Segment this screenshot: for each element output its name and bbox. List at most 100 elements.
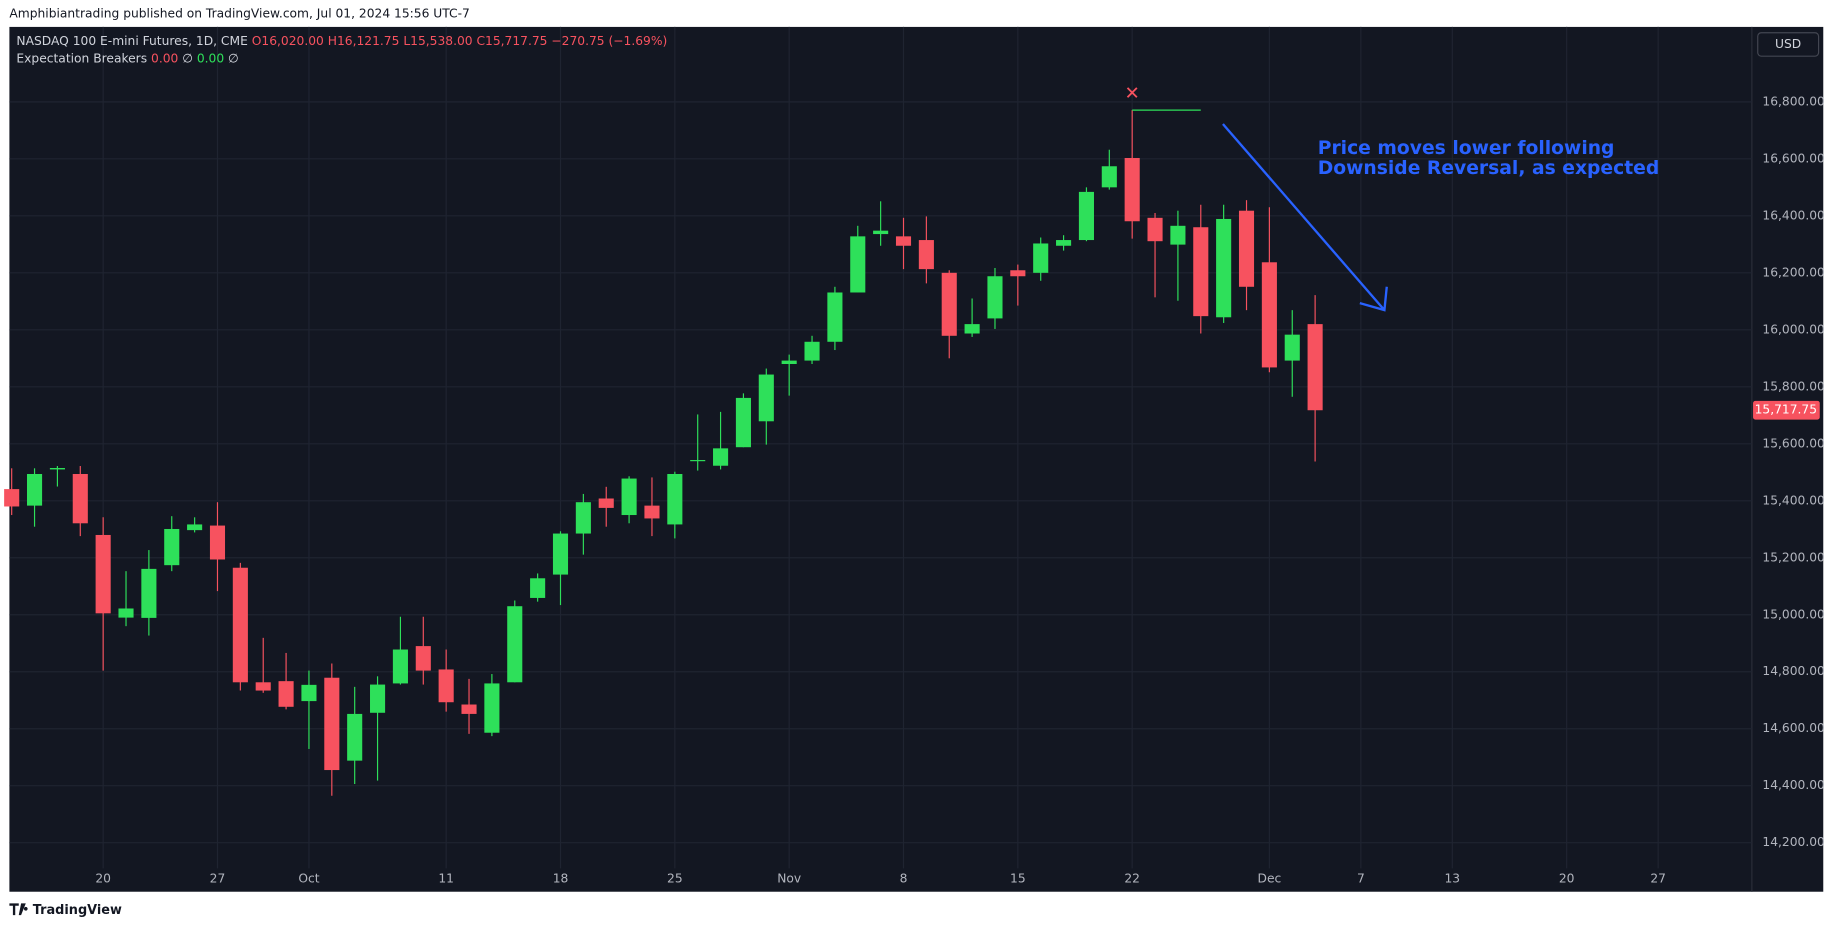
candle-body <box>392 649 408 684</box>
candle-body <box>232 567 248 683</box>
candle-body <box>27 473 43 506</box>
candle-body <box>118 608 134 618</box>
candle-body <box>735 397 751 448</box>
reversal-marker <box>1126 87 1138 98</box>
candle-body <box>804 341 820 361</box>
y-tick-label: 14,800.00 <box>1762 664 1824 678</box>
candle-body <box>758 374 774 422</box>
candle-body <box>187 524 203 531</box>
candle-body <box>1010 270 1026 277</box>
legend-symbol: NASDAQ 100 E-mini Futures, 1D, CME <box>16 33 247 47</box>
y-tick-label: 15,800.00 <box>1762 379 1824 393</box>
last-price-label: 15,717.75 <box>1755 403 1817 417</box>
y-tick-label: 14,200.00 <box>1762 835 1824 849</box>
candle-body <box>530 578 546 598</box>
x-tick-label: 13 <box>1445 871 1461 885</box>
candle-body <box>873 230 889 235</box>
candle-body <box>1238 210 1255 287</box>
annotation: Downside Reversal, as expected <box>1318 158 1660 179</box>
x-tick-label: Nov <box>777 871 801 885</box>
candle-body <box>301 684 317 702</box>
x-tick-label: 7 <box>1357 871 1365 885</box>
y-tick-label: 16,200.00 <box>1762 265 1824 279</box>
y-tick-label: 15,600.00 <box>1762 436 1824 450</box>
indicator-name: Expectation Breakers <box>16 51 147 65</box>
x-tick-label: 20 <box>95 871 111 885</box>
candle-body <box>781 360 797 365</box>
x-tick-label: 8 <box>900 871 908 885</box>
candle-body <box>1193 227 1209 317</box>
candle-body <box>461 704 477 714</box>
legend-open: O16,020.00 <box>252 33 324 47</box>
x-tick-label: Oct <box>298 871 319 885</box>
x-tick-label: 27 <box>1650 871 1666 885</box>
x-tick-label: 22 <box>1124 871 1140 885</box>
candle-body <box>72 473 88 524</box>
candle-body <box>4 489 20 507</box>
brand-logo <box>9 903 28 916</box>
candle-body <box>1078 191 1094 241</box>
candle-body <box>1216 218 1232 318</box>
candle-body <box>164 528 180 566</box>
candle-body <box>141 568 157 618</box>
currency[interactable]: USD <box>1775 37 1801 51</box>
annotation: Price moves lower following <box>1318 138 1615 159</box>
legend-change: −270.75 (−1.69%) <box>551 33 667 47</box>
candle-body <box>1101 166 1117 188</box>
x-tick-label: 15 <box>1010 871 1026 885</box>
candle-body <box>415 646 431 671</box>
y-tick-label: 16,400.00 <box>1762 208 1824 222</box>
candle-body <box>1261 262 1277 368</box>
candle-body <box>484 683 500 733</box>
plot: 14,200.00 14,400.00 14,600.00 14,800.00 15,0… <box>4 26 1825 885</box>
candle-body <box>827 292 843 342</box>
chart-background <box>9 26 1824 892</box>
currency-button[interactable] <box>1757 32 1820 57</box>
indicator-value: 0.00 <box>151 51 178 65</box>
candle-body <box>918 240 934 270</box>
candle-body <box>1307 324 1323 411</box>
indicator-legend: Expectation Breakers 0.00 ∅ 0.00 ∅ <box>16 51 238 65</box>
candle-body <box>1284 334 1300 361</box>
candle-body <box>278 681 294 707</box>
candle-body <box>598 498 614 508</box>
x-tick-label: 25 <box>667 871 683 885</box>
x-tick-label: 18 <box>553 871 569 885</box>
x-tick-label: Dec <box>1258 871 1282 885</box>
candle-body <box>964 324 980 334</box>
indicator-value: 0.00 <box>197 51 224 65</box>
y-tick-label: 15,200.00 <box>1762 550 1824 564</box>
candle-body <box>347 713 363 761</box>
candle-body <box>95 534 111 614</box>
legend-high: H16,121.75 <box>328 33 400 47</box>
y-tick-label: 15,400.00 <box>1762 493 1824 507</box>
candle-body <box>1147 217 1163 242</box>
brand: TradingView <box>33 903 122 918</box>
candle-body <box>1056 240 1072 246</box>
legend: NASDAQ 100 E-mini Futures, 1D, CME O16,0… <box>16 33 667 47</box>
candle-body <box>324 677 340 771</box>
candle-body <box>209 525 226 560</box>
candle-body <box>438 669 454 703</box>
candle-body <box>713 448 729 466</box>
y-tick-label: 16,800.00 <box>1762 94 1824 108</box>
candle-body <box>1033 243 1049 273</box>
y-tick-label: 15,000.00 <box>1762 607 1824 621</box>
candle-body <box>667 473 683 525</box>
legend-close: C15,717.75 <box>476 33 547 47</box>
candle-body <box>370 684 386 713</box>
candle-body <box>644 505 660 519</box>
x-tick-label: 20 <box>1559 871 1575 885</box>
y-tick-label: 16,000.00 <box>1762 322 1824 336</box>
candle-body <box>690 460 706 462</box>
candle-body <box>255 682 271 691</box>
indicator-symbol: ∅ <box>182 51 193 65</box>
publisher: Amphibiantrading published on TradingVie… <box>9 7 469 21</box>
y-tick-label: 14,600.00 <box>1762 721 1824 735</box>
legend-low: L15,538.00 <box>403 33 472 47</box>
candle-body <box>1170 225 1186 245</box>
candle-body <box>49 468 65 470</box>
y-tick-label: 14,400.00 <box>1762 778 1824 792</box>
